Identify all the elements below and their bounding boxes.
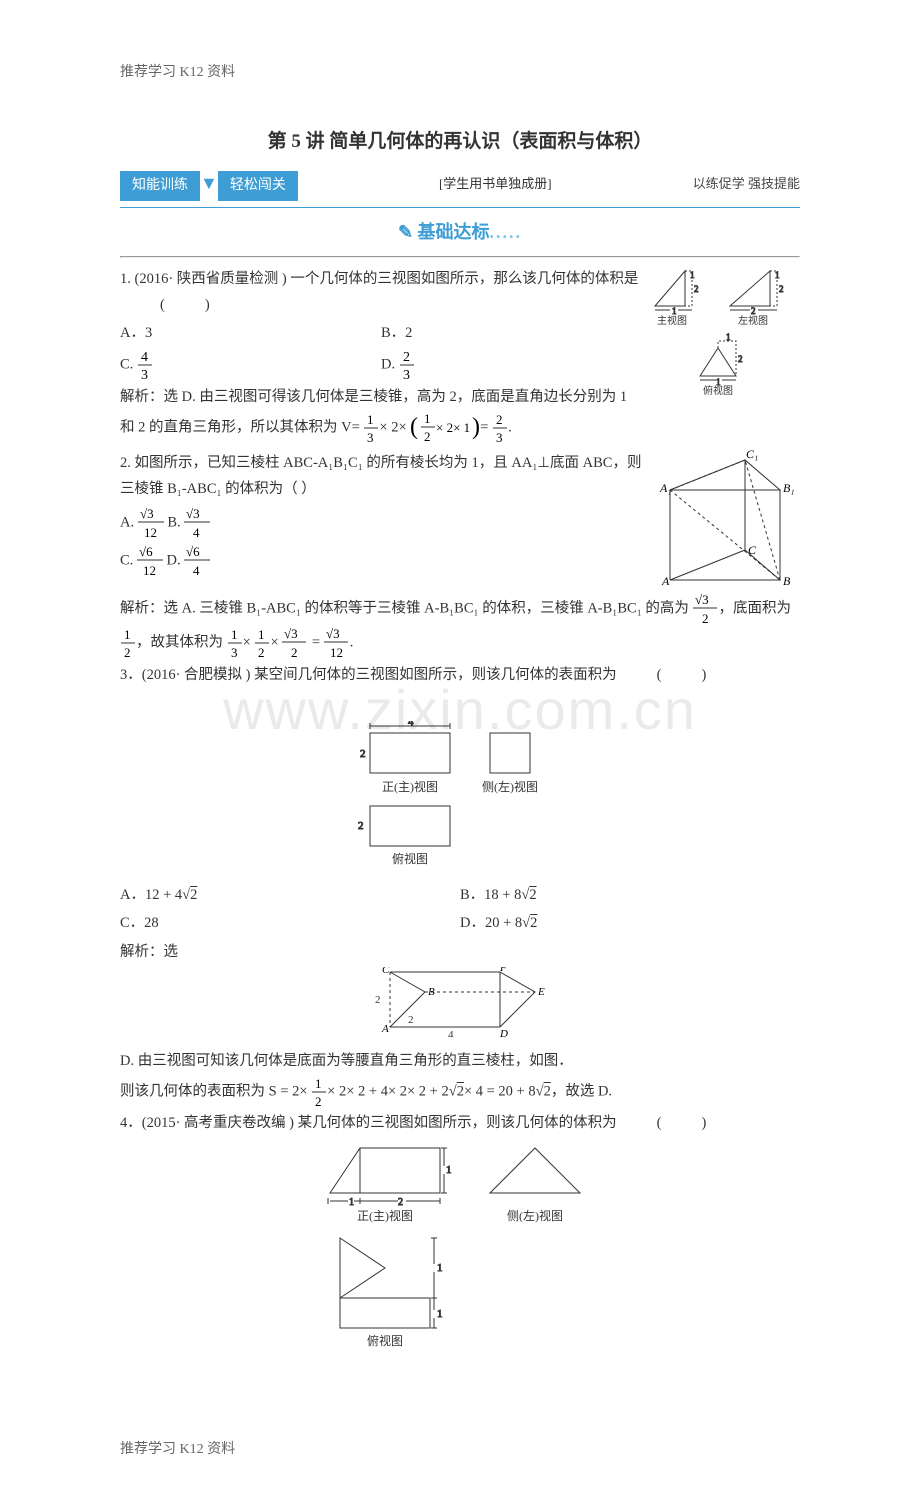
svg-text:1: 1	[424, 411, 431, 426]
svg-text:1: 1	[672, 306, 677, 316]
svg-text:√3: √3	[284, 626, 298, 641]
svg-text:B: B	[783, 574, 791, 588]
svg-text:3: 3	[141, 368, 148, 382]
sub-note: [学生用书单独成册]	[439, 172, 552, 195]
badge-zhineng: 知能训练	[120, 171, 200, 200]
svg-text:侧(左)视图: 侧(左)视图	[482, 779, 538, 794]
svg-text:俯视图: 俯视图	[367, 1333, 403, 1348]
svg-text:2: 2	[403, 350, 410, 365]
svg-text:√6: √6	[186, 544, 200, 559]
svg-text:1: 1	[446, 1164, 452, 1176]
svg-text:F: F	[499, 967, 507, 974]
q4-three-views: 1 1 2 1 1 正(主)视图 侧(左)视图 俯视图	[310, 1138, 610, 1348]
svg-text:1: 1	[437, 1308, 443, 1320]
svg-text:A: A	[661, 574, 670, 588]
svg-text:√6: √6	[139, 544, 153, 559]
svg-text:2: 2	[291, 645, 298, 660]
q3-solid-figure: A B C D E F 2 2 4	[370, 967, 550, 1037]
q2-solution: 解析：选 A. 三棱锥 B₁-ABC₁ 的体积等于三棱锥 A-B₁BC₁ 的体积…	[120, 592, 800, 660]
svg-text:1: 1	[690, 270, 695, 280]
svg-text:1: 1	[367, 412, 374, 427]
header-label: 推荐学习 K12 资料	[120, 60, 800, 85]
svg-text:2: 2	[258, 645, 265, 659]
svg-text:3: 3	[496, 430, 503, 444]
question-1: 121 122 121 主视图 左视图 俯视图 1. (2016· 陕西省质量检…	[120, 266, 800, 448]
svg-text:√3: √3	[326, 626, 340, 641]
q3-three-views: 4 2 2 正(主)视图 侧(左)视图 俯视图	[320, 721, 600, 871]
svg-text:(: (	[410, 414, 418, 440]
svg-text:左视图: 左视图	[738, 314, 768, 327]
svg-text:正(主)视图: 正(主)视图	[382, 779, 438, 794]
section-title: 基础达标.....	[120, 216, 800, 248]
svg-text:俯视图: 俯视图	[703, 384, 733, 396]
svg-text:1: 1	[258, 627, 265, 642]
svg-text:A: A	[381, 1023, 389, 1035]
svg-text:D: D	[499, 1028, 508, 1037]
svg-text:B: B	[428, 986, 435, 998]
svg-text:12: 12	[330, 645, 343, 660]
q3-solution-formula: 则该几何体的表面积为 S = 2× 12× 2× 2 + 4× 2× 2 + 2…	[120, 1076, 800, 1108]
svg-text:C₁: C₁	[746, 450, 758, 461]
svg-text:正(主)视图: 正(主)视图	[357, 1208, 413, 1223]
svg-text:√3: √3	[186, 506, 200, 521]
svg-text:1: 1	[349, 1197, 354, 1208]
svg-text:俯视图: 俯视图	[392, 851, 428, 866]
svg-text:C: C	[748, 543, 757, 557]
badge-sep-icon: ▼	[200, 173, 218, 193]
question-2: A B C A₁ B₁ C₁ 2. 如图所示，已知三棱柱 ABC-A₁B₁C₁ …	[120, 450, 800, 660]
svg-text:4: 4	[193, 563, 200, 578]
svg-text:1: 1	[437, 1262, 443, 1274]
svg-text:√3: √3	[140, 506, 154, 521]
svg-text:E: E	[537, 986, 545, 998]
svg-text:2: 2	[315, 1094, 322, 1108]
svg-text:2: 2	[424, 429, 431, 444]
svg-text:1: 1	[124, 627, 131, 642]
svg-text:4: 4	[408, 721, 414, 728]
svg-text:1: 1	[315, 1076, 322, 1091]
svg-text:A₁: A₁	[659, 481, 672, 495]
svg-text:2: 2	[124, 645, 131, 659]
svg-text:12: 12	[143, 563, 156, 578]
svg-text:2: 2	[408, 1014, 414, 1026]
svg-text:12: 12	[144, 525, 157, 540]
svg-text:1: 1	[775, 270, 780, 280]
svg-text:): )	[472, 414, 480, 440]
svg-text:C: C	[382, 967, 390, 976]
svg-text:2: 2	[375, 994, 381, 1006]
svg-text:4: 4	[448, 1029, 454, 1037]
svg-text:2: 2	[358, 820, 364, 832]
content: 121 122 121 主视图 左视图 俯视图 1. (2016· 陕西省质量检…	[120, 266, 800, 1357]
svg-text:2: 2	[496, 412, 503, 427]
svg-text:2: 2	[702, 611, 709, 626]
svg-text:3: 3	[367, 430, 374, 444]
page-title: 第 5 讲 简单几何体的再认识（表面积与体积）	[120, 125, 800, 159]
svg-text:3: 3	[403, 368, 410, 382]
divider	[120, 207, 800, 208]
svg-text:1: 1	[726, 332, 731, 342]
badge-qingsong: 轻松闯关	[218, 171, 298, 200]
svg-text:2: 2	[779, 284, 784, 294]
right-note: 以练促学 强技提能	[693, 172, 800, 195]
svg-text:2: 2	[398, 1197, 403, 1208]
svg-text:3: 3	[231, 645, 238, 659]
svg-text:B₁: B₁	[783, 481, 795, 495]
svg-text:2: 2	[694, 284, 699, 294]
subtitle-row: 知能训练▼轻松闯关 [学生用书单独成册] 以练促学 强技提能	[120, 167, 800, 200]
svg-text:× 2× 1: × 2× 1	[436, 420, 470, 435]
svg-text:4: 4	[193, 525, 200, 540]
svg-text:主视图: 主视图	[657, 314, 687, 327]
svg-text:2: 2	[738, 354, 743, 364]
question-4: 4．(2015· 高考重庆卷改编 ) 某几何体的三视图如图所示，则该几何体的体积…	[120, 1110, 800, 1357]
svg-text:2: 2	[751, 306, 756, 316]
svg-text:2: 2	[360, 748, 366, 760]
svg-text:1: 1	[231, 627, 238, 642]
svg-text:√3: √3	[695, 592, 709, 607]
question-3: 3．(2016· 合肥模拟 ) 某空间几何体的三视图如图所示，则该几何体的表面积…	[120, 662, 800, 1107]
svg-text:4: 4	[141, 350, 148, 365]
q2-prism-figure: A B C A₁ B₁ C₁	[650, 450, 800, 590]
svg-text:侧(左)视图: 侧(左)视图	[507, 1208, 563, 1223]
divider-gradient	[120, 256, 800, 258]
footer-label: 推荐学习 K12 资料	[120, 1437, 800, 1462]
q1-three-views: 121 122 121 主视图 左视图 俯视图	[650, 266, 800, 396]
